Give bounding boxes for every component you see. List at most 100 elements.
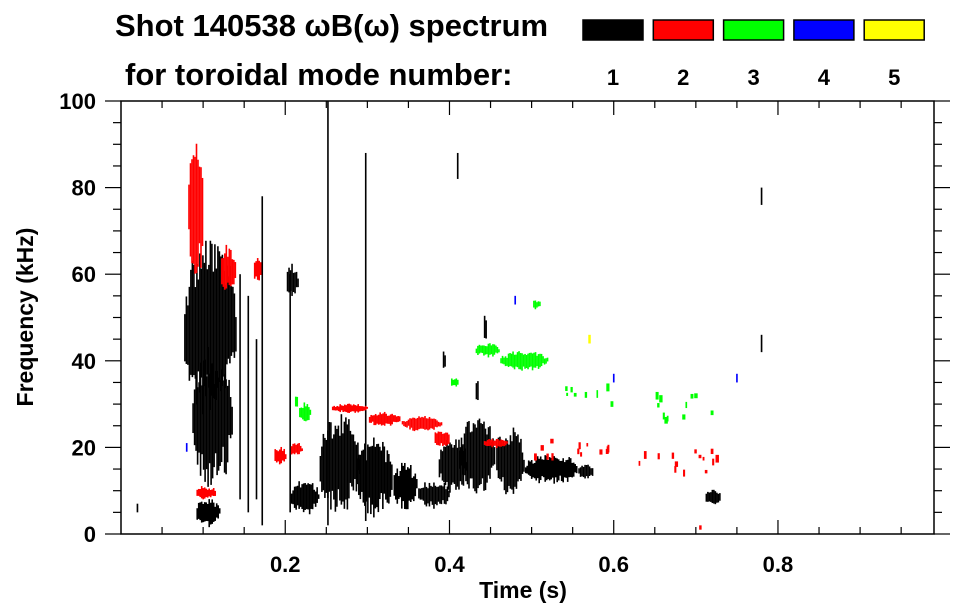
spectral-speck <box>704 469 708 474</box>
spectral-bin <box>440 485 443 505</box>
spectral-bin <box>198 166 201 244</box>
spectral-bin <box>313 489 315 504</box>
spectral-bin <box>469 432 472 479</box>
spectral-streak <box>136 503 139 513</box>
spectral-bin <box>339 404 342 413</box>
spectral-bin <box>452 447 454 483</box>
spectral-bin <box>336 428 338 507</box>
spectral-streak <box>588 334 591 344</box>
spectral-bin <box>535 460 537 481</box>
spectral-bin <box>505 438 507 495</box>
spectral-streak <box>456 152 459 179</box>
spectral-bin <box>196 489 199 496</box>
spectral-bin <box>370 446 372 515</box>
spectral-bin <box>448 490 450 498</box>
spectral-bin <box>225 244 228 289</box>
spectral-streak <box>699 525 702 530</box>
spectral-bin <box>197 279 200 372</box>
legend-label-mode-1: 1 <box>607 65 619 90</box>
spectral-bin <box>443 482 446 504</box>
spectral-speck <box>607 444 610 453</box>
spectral-speck <box>577 448 580 455</box>
spectral-speck <box>685 401 688 409</box>
chart-title: Shot 140538 ωB(ω) spectrum <box>115 8 548 43</box>
spectral-bin <box>396 468 399 504</box>
spectral-bin <box>362 449 365 503</box>
spectral-bin <box>386 450 389 503</box>
spectral-feature-mode-1 <box>483 315 487 339</box>
spectral-bin <box>330 422 332 510</box>
spectral-bin <box>404 462 406 509</box>
spectral-bin <box>591 468 594 476</box>
spectral-bin <box>436 486 438 506</box>
spectral-bin <box>475 383 478 400</box>
spectral-bin <box>206 503 209 522</box>
spectral-bin <box>389 461 392 497</box>
spectral-bin <box>253 262 256 279</box>
spectral-bin <box>230 249 232 287</box>
spectral-bin <box>208 499 211 528</box>
spectral-feature-mode-2 <box>434 431 450 447</box>
spectral-streak <box>760 334 763 353</box>
spectral-bin <box>574 464 576 473</box>
spectral-bin <box>554 457 557 478</box>
spectral-bin <box>563 462 566 478</box>
spectral-bin <box>483 315 486 338</box>
y-tick-label: 20 <box>72 435 96 460</box>
spectral-bin <box>224 284 227 389</box>
spectral-bin <box>235 317 237 352</box>
spectral-bin <box>209 240 212 411</box>
spectral-bin <box>211 499 214 524</box>
spectral-bin <box>221 258 223 285</box>
spectral-bin <box>503 444 506 491</box>
spectral-bin <box>302 483 305 513</box>
spectral-feature-mode-2 <box>331 403 369 413</box>
spectral-feature-mode-1 <box>255 339 258 500</box>
spectral-bin <box>258 260 260 281</box>
spectral-bin <box>480 423 482 484</box>
spectral-feature-mode-1 <box>705 489 721 505</box>
spectral-bin <box>508 444 510 486</box>
spectral-bin <box>355 405 358 412</box>
spectral-feature-mode-1 <box>192 347 233 487</box>
legend-swatch-mode-3 <box>722 19 785 41</box>
spectral-speck <box>662 412 665 420</box>
x-tick-label: 0.2 <box>270 552 301 577</box>
y-tick-label: 80 <box>72 176 96 201</box>
spectral-bin <box>405 469 408 510</box>
spectral-bin <box>471 431 473 479</box>
spectral-bin <box>371 415 374 422</box>
spectral-bin <box>539 456 542 481</box>
spectral-bin <box>477 345 479 356</box>
spectral-bin <box>543 358 546 365</box>
spectral-bin <box>233 293 236 358</box>
spectral-streak <box>289 274 291 513</box>
spectral-bin <box>499 436 501 480</box>
spectral-bin <box>280 446 283 464</box>
spectral-speck <box>694 449 697 454</box>
spectral-bin <box>291 263 293 296</box>
spectral-bin <box>371 445 374 505</box>
spectral-bin <box>190 269 192 375</box>
spectral-bin <box>409 418 411 430</box>
spectral-bin <box>316 487 318 503</box>
spectral-bin <box>428 482 431 507</box>
spectral-bin <box>234 262 237 279</box>
spectral-bin <box>445 489 447 505</box>
spectral-bin <box>500 440 503 482</box>
spectral-bin <box>478 344 481 354</box>
spectral-feature-mode-2 <box>534 438 610 461</box>
spectral-bin <box>545 358 547 364</box>
spectral-bin <box>324 437 326 498</box>
spectral-bin <box>708 492 711 502</box>
spectral-streak <box>364 152 367 522</box>
spectral-bin <box>445 432 447 446</box>
spectral-bin <box>212 271 215 399</box>
spectral-bin <box>511 441 513 490</box>
spectral-bin <box>303 402 306 421</box>
spectral-speck <box>606 383 610 392</box>
spectral-bin <box>484 346 487 355</box>
spectral-bin <box>394 415 396 423</box>
y-tick-label: 0 <box>84 522 96 547</box>
